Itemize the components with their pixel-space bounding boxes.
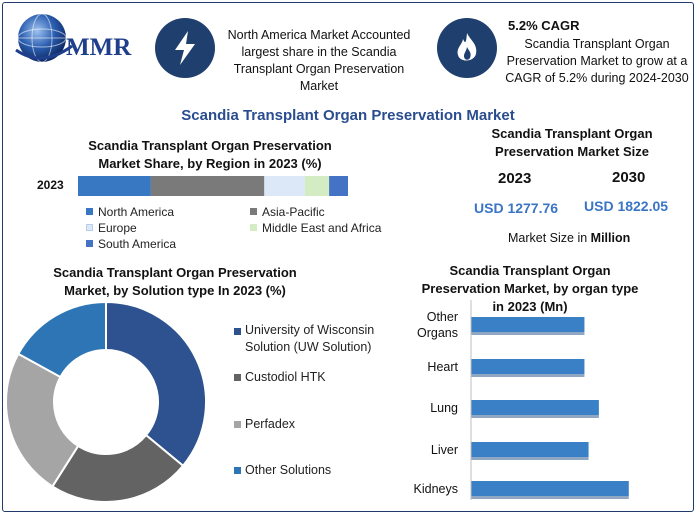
legend-perfadex: Perfadex <box>245 417 296 431</box>
organ-bar-shadow <box>471 332 585 335</box>
donut-slice-1 <box>105 300 207 468</box>
cagr-text: Scandia Transplant Organ Preservation Ma… <box>505 37 689 85</box>
organ-label-lung: Lung <box>430 401 458 415</box>
legend-south-america: South America <box>86 237 176 251</box>
value-2030: USD 1822.05 <box>584 198 669 214</box>
year-2030: 2030 <box>612 169 646 186</box>
region-stacked-bar <box>78 176 348 196</box>
flame-icon <box>437 18 497 78</box>
organ-bar-shadow <box>471 496 629 499</box>
legend-mea: Middle East and Africa <box>250 221 381 235</box>
legend-uw-swatch <box>234 328 241 335</box>
legend-north-america: North America <box>86 205 174 219</box>
region-segment-south-america <box>329 176 348 196</box>
region-segment-north-america <box>78 176 151 196</box>
donut-slice-3 <box>5 352 80 488</box>
legend-perfadex-swatch <box>234 421 241 428</box>
organ-label-liver: Liver <box>430 443 458 457</box>
logo-text: MMR <box>66 34 132 61</box>
lightning-icon <box>155 18 215 78</box>
mmr-logo: MMR <box>12 10 142 70</box>
organ-label-other-organs: Other Organs <box>417 310 458 340</box>
region-segment-asia-pacific <box>150 176 265 196</box>
north-america-callout: North America Market Accounted largest s… <box>227 28 411 93</box>
organ-bar-liver <box>471 442 589 457</box>
organ-bar-heart <box>471 359 585 374</box>
region-segment-middle-east-and-africa <box>304 176 330 196</box>
organ-bar-shadow <box>471 415 599 418</box>
value-2023: USD 1277.76 <box>474 200 559 216</box>
organ-bar-chart <box>470 300 629 500</box>
region-bar-category: 2023 <box>37 178 64 192</box>
solution-chart-title: Scandia Transplant Organ Preservation Ma… <box>53 265 297 298</box>
organ-label-heart: Heart <box>427 360 458 374</box>
solution-donut-chart <box>5 300 207 503</box>
region-segment-europe <box>264 176 305 196</box>
organ-bar-shadow <box>471 374 585 377</box>
organ-chart-title: Scandia Transplant Organ Preservation Ma… <box>421 263 639 314</box>
region-chart-title: Scandia Transplant Organ Preservation Ma… <box>88 138 332 171</box>
organ-bar-kidneys <box>471 481 629 496</box>
legend-asia-pacific: Asia-Pacific <box>250 205 325 219</box>
donut-slice-4 <box>17 300 107 379</box>
market-size-unit: Market Size in Million <box>508 231 631 245</box>
organ-label-kidneys: Kidneys <box>413 482 458 496</box>
market-size-title: Scandia Transplant Organ Preservation Ma… <box>491 126 653 159</box>
legend-custodiol: Custodiol HTK <box>245 370 326 384</box>
legend-europe: Europe <box>86 221 137 235</box>
cagr-title: 5.2% CAGR <box>508 18 580 33</box>
legend-uw: University of Wisconsin Solution (UW Sol… <box>245 323 375 354</box>
organ-bar-lung <box>471 400 599 415</box>
globe-icon <box>15 13 73 63</box>
year-2023: 2023 <box>498 170 532 187</box>
organ-bar-shadow <box>471 457 589 460</box>
legend-other: Other Solutions <box>245 463 332 477</box>
donut-slice-2 <box>51 433 185 503</box>
organ-bar-other-organs <box>471 317 585 332</box>
legend-custodiol-swatch <box>234 374 241 381</box>
legend-other-swatch <box>234 467 241 474</box>
main-title: Scandia Transplant Organ Preservation Ma… <box>181 107 515 124</box>
